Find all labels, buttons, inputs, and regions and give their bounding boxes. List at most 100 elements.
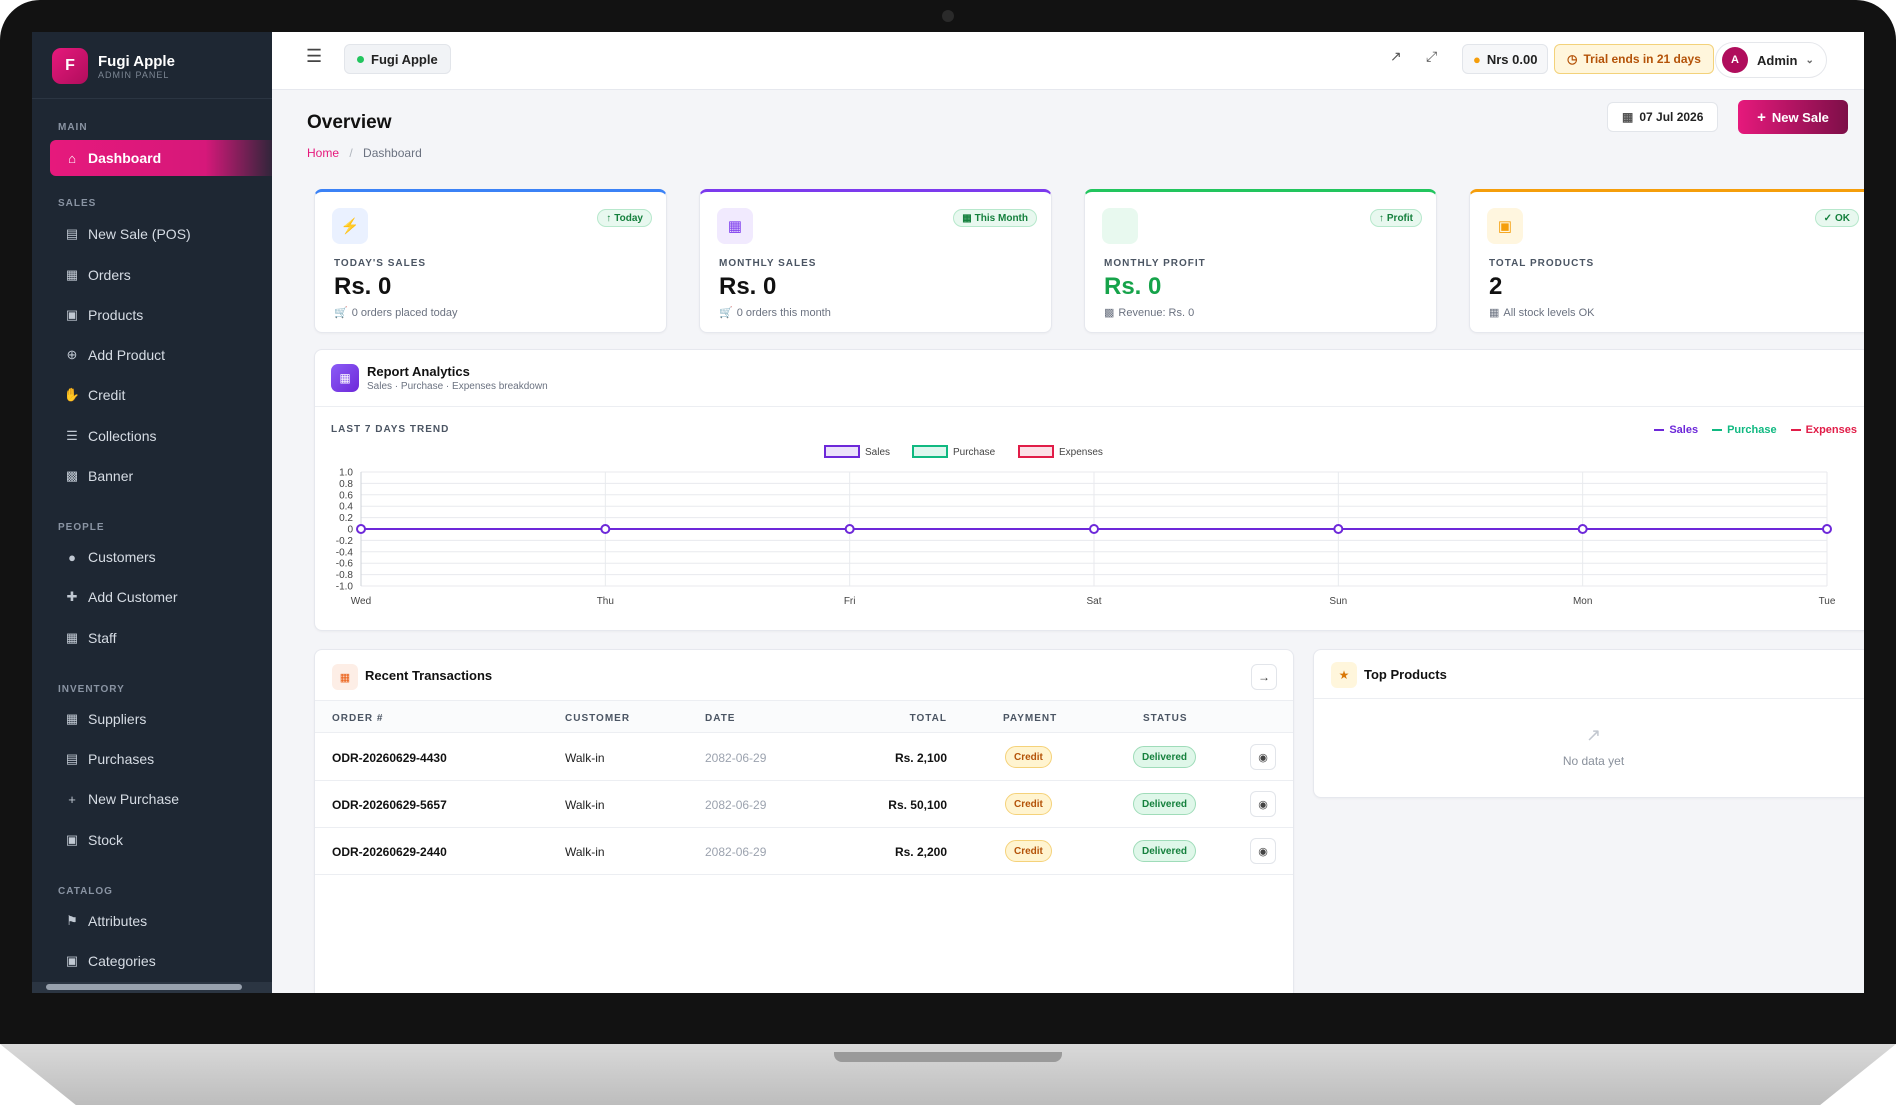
topbar: ☰ Fugi Apple ↗ ⤢ ● Nrs 0.00 ◷ Trial ends… xyxy=(272,32,1864,90)
bolt-icon: ⚡ xyxy=(332,208,368,244)
sidebar-item-banner[interactable]: ▩ Banner xyxy=(50,458,272,494)
sidebar-item-purchases[interactable]: ▤ Purchases xyxy=(50,741,272,777)
top-products-panel: ★ Top Products ↗ No data yet xyxy=(1313,649,1864,798)
stat-card-monthly-profit: ↑ Profit MONTHLY PROFIT Rs. 0 ▩ Revenue: R… xyxy=(1084,189,1437,333)
external-link-icon[interactable]: ↗ xyxy=(1390,48,1402,64)
view-all-button[interactable]: → xyxy=(1251,664,1277,690)
sidebar-item-staff[interactable]: ▦ Staff xyxy=(50,620,272,656)
sidebar-item-categories[interactable]: ▣ Categories xyxy=(50,943,272,979)
order-number[interactable]: ODR-20260629-4430 xyxy=(332,751,447,765)
divider xyxy=(1314,698,1864,699)
sidebar-item-collections[interactable]: ☰ Collections xyxy=(50,418,272,454)
stat-subtext-label: All stock levels OK xyxy=(1503,307,1595,319)
section-title-catalog: CATALOG xyxy=(58,886,113,897)
view-order-button[interactable]: ◉ xyxy=(1250,838,1276,864)
money-icon: ▩ xyxy=(1104,307,1115,319)
sidebar-item-label: Suppliers xyxy=(88,711,147,727)
sidebar-item-suppliers[interactable]: ▦ Suppliers xyxy=(50,701,272,737)
chevron-down-icon: ⌄ xyxy=(1805,54,1814,66)
status-badge: ↑ Profit xyxy=(1369,209,1422,227)
order-number[interactable]: ODR-20260629-5657 xyxy=(332,798,447,812)
stat-label: TODAY'S SALES xyxy=(334,258,427,269)
store-selector[interactable]: Fugi Apple xyxy=(344,44,451,74)
user-name: Admin xyxy=(1757,52,1798,68)
arrow-right-icon: → xyxy=(1258,670,1270,684)
data-point xyxy=(600,524,611,534)
table-row[interactable]: ODR-20260629-2440 Walk-in 2082-06-29 Rs.… xyxy=(315,828,1293,875)
hand-coin-icon: ✋ xyxy=(63,387,81,402)
column-header: ORDER # xyxy=(332,713,384,724)
customer-name: Walk-in xyxy=(565,845,605,859)
order-total: Rs. 50,100 xyxy=(888,798,947,812)
store-name: Fugi Apple xyxy=(371,51,438,67)
new-sale-button[interactable]: + New Sale xyxy=(1738,100,1848,134)
warehouse-icon: ▦ xyxy=(1489,307,1500,319)
sidebar-item-add-product[interactable]: ⊕ Add Product xyxy=(50,337,272,373)
sidebar-item-label: Stock xyxy=(88,832,124,848)
badge-label: OK xyxy=(1835,212,1850,224)
sidebar-scrollbar[interactable] xyxy=(32,982,272,993)
check-icon: ✓ xyxy=(1823,212,1832,224)
user-menu[interactable]: A Admin ⌄ xyxy=(1715,42,1827,78)
brand[interactable]: F Fugi Apple ADMIN PANEL xyxy=(52,44,175,88)
panel-title: Report Analytics xyxy=(367,364,470,379)
sidebar-item-customers[interactable]: ● Customers xyxy=(50,539,272,575)
view-order-button[interactable]: ◉ xyxy=(1250,744,1276,770)
cart-icon: 🛒 xyxy=(334,307,348,319)
y-tick-label: 0.8 xyxy=(339,479,353,490)
folder-icon: ▣ xyxy=(65,953,79,968)
legend-label: Expenses xyxy=(1805,424,1857,436)
stat-subtext: 🛒 0 orders placed today xyxy=(334,306,458,319)
data-point xyxy=(844,524,855,534)
x-tick-label: Mon xyxy=(1573,596,1592,607)
order-number[interactable]: ODR-20260629-2440 xyxy=(332,845,447,859)
data-point xyxy=(1333,524,1344,534)
trial-text: Trial ends in 21 days xyxy=(1583,52,1701,66)
coins-icon: ● xyxy=(1473,51,1481,67)
column-header: PAYMENT xyxy=(1003,713,1058,724)
payment-badge: Credit xyxy=(1005,793,1052,815)
sidebar-item-attributes[interactable]: ⚑ Attributes xyxy=(50,903,272,939)
legend-swatch xyxy=(1018,445,1054,458)
stat-value: Rs. 0 xyxy=(1104,273,1162,300)
stat-label: TOTAL PRODUCTS xyxy=(1489,258,1595,269)
legend-sales: Sales xyxy=(1654,424,1698,436)
wallet-balance[interactable]: ● Nrs 0.00 xyxy=(1462,44,1549,74)
plus-icon: + xyxy=(68,791,76,807)
sidebar-item-stock[interactable]: ▣ Stock xyxy=(50,822,272,858)
sidebar-item-orders[interactable]: ▦ Orders xyxy=(50,257,272,293)
id-badge-icon: ▦ xyxy=(65,630,79,645)
trial-badge[interactable]: ◷ Trial ends in 21 days xyxy=(1554,44,1714,74)
receipt-icon: ▦ xyxy=(332,664,358,690)
sidebar-item-label: Purchases xyxy=(88,751,155,767)
menu-toggle-icon[interactable]: ☰ xyxy=(306,46,323,66)
y-tick-label: -1.0 xyxy=(336,582,354,593)
sidebar-item-credit[interactable]: ✋ Credit xyxy=(50,377,272,413)
sidebar-item-new-purchase[interactable]: + New Purchase xyxy=(50,781,272,817)
table-row[interactable]: ODR-20260629-5657 Walk-in 2082-06-29 Rs.… xyxy=(315,781,1293,828)
sidebar-item-products[interactable]: ▣ Products xyxy=(50,297,272,333)
x-tick-label: Thu xyxy=(597,596,614,607)
panel-title: Recent Transactions xyxy=(365,668,493,683)
sidebar-item-new-sale[interactable]: ▤ New Sale (POS) xyxy=(50,216,272,252)
breadcrumb-home[interactable]: Home xyxy=(307,146,340,160)
view-order-button[interactable]: ◉ xyxy=(1250,791,1276,817)
y-tick-label: 1.0 xyxy=(339,468,353,479)
page-title: Overview xyxy=(307,112,392,133)
stat-subtext-label: 0 orders this month xyxy=(736,307,831,319)
report-analytics-panel: ▦ Report Analytics Sales · Purchase · Ex… xyxy=(314,349,1864,631)
eye-icon: ◉ xyxy=(1258,751,1268,764)
fullscreen-icon[interactable]: ⤢ xyxy=(1426,48,1438,64)
date-picker[interactable]: ▦ 07 Jul 2026 xyxy=(1607,102,1719,132)
scrollbar-thumb[interactable] xyxy=(46,984,242,990)
sidebar-item-dashboard[interactable]: ⌂ Dashboard xyxy=(50,140,272,176)
sidebar-item-label: New Purchase xyxy=(88,791,180,807)
customer-name: Walk-in xyxy=(565,798,605,812)
table-row[interactable]: ODR-20260629-4430 Walk-in 2082-06-29 Rs.… xyxy=(315,734,1293,781)
building-icon: ▦ xyxy=(65,711,79,726)
legend-label: Expenses xyxy=(1059,447,1103,458)
table-header: ORDER # CUSTOMER DATE TOTAL PAYMENT STAT… xyxy=(315,700,1293,733)
legend-label: Sales xyxy=(865,447,890,458)
sidebar-item-label: Dashboard xyxy=(88,150,162,166)
sidebar-item-add-customer[interactable]: ✚ Add Customer xyxy=(50,579,272,615)
